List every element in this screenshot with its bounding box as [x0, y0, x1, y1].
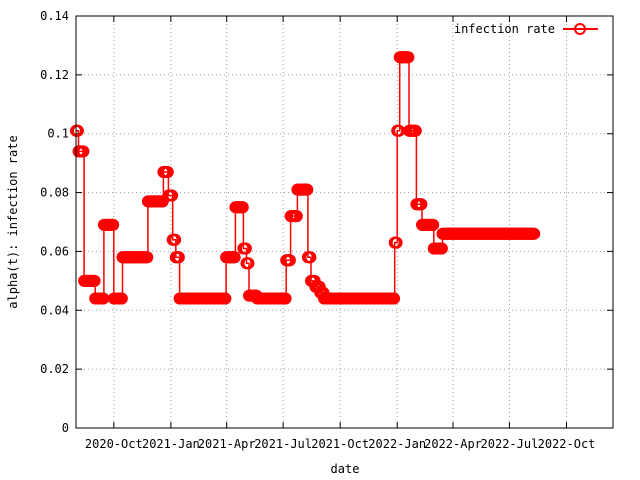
- series: [70, 51, 541, 305]
- data-point-marker: [242, 257, 255, 270]
- y-axis-label: alpha(t): infection rate: [6, 135, 20, 308]
- data-point-marker: [172, 251, 185, 264]
- data-point-marker: [415, 198, 428, 211]
- data-point-marker: [236, 201, 249, 214]
- data-point-marker: [528, 227, 541, 240]
- y-tick-label: 0.12: [40, 68, 69, 82]
- y-tick-label: 0: [62, 421, 69, 435]
- data-point-marker: [304, 251, 317, 264]
- data-point-marker: [290, 210, 303, 223]
- x-tick-label: 2022-Jan: [368, 437, 426, 451]
- grid: [76, 16, 613, 428]
- x-tick-label: 2021-Jul: [254, 437, 312, 451]
- plot-area-border: [75, 15, 614, 429]
- y-tick-label: 0.04: [40, 303, 69, 317]
- data-point-marker: [161, 166, 174, 178]
- x-tick-label: 2022-Oct: [538, 437, 596, 451]
- x-tick-label: 2022-Apr: [424, 437, 482, 451]
- data-point-marker: [141, 251, 154, 264]
- data-point-marker: [239, 242, 252, 255]
- data-point-marker: [427, 218, 440, 231]
- data-point-marker: [169, 233, 182, 246]
- x-tick-label: 2020-Oct: [85, 437, 143, 451]
- data-point-marker: [435, 242, 448, 255]
- y-tick-label: 0.1: [47, 127, 69, 141]
- x-tick-label: 2021-Jan: [142, 437, 200, 451]
- data-point-marker: [71, 124, 84, 137]
- series-markers: [70, 51, 541, 305]
- data-point-marker: [388, 292, 401, 305]
- y-tick-label: 0.14: [40, 9, 69, 23]
- x-axis-label: date: [331, 462, 360, 476]
- data-point-marker: [115, 292, 128, 305]
- legend: infection rate: [454, 22, 598, 36]
- x-tick-label: 2022-Jul: [481, 437, 539, 451]
- data-point-marker: [228, 251, 241, 264]
- data-point-marker: [166, 189, 179, 202]
- data-point-marker: [88, 274, 101, 287]
- data-point-marker: [409, 124, 422, 137]
- data-point-marker: [219, 292, 232, 305]
- data-point-marker: [402, 51, 415, 64]
- legend-marker: [574, 23, 586, 35]
- x-tick-label: 2021-Apr: [198, 437, 256, 451]
- x-tick-label: 2021-Oct: [311, 437, 369, 451]
- data-point-marker: [283, 254, 296, 267]
- y-tick-label: 0.02: [40, 362, 69, 376]
- legend-label: infection rate: [454, 22, 555, 36]
- y-tick-label: 0.06: [40, 244, 69, 258]
- y-tick-label: 0.08: [40, 186, 69, 200]
- data-point-marker: [301, 183, 314, 196]
- data-point-marker: [390, 236, 403, 249]
- data-point-marker: [77, 145, 90, 158]
- data-point-marker: [279, 292, 292, 305]
- data-point-marker: [107, 218, 120, 231]
- data-point-marker: [313, 280, 326, 293]
